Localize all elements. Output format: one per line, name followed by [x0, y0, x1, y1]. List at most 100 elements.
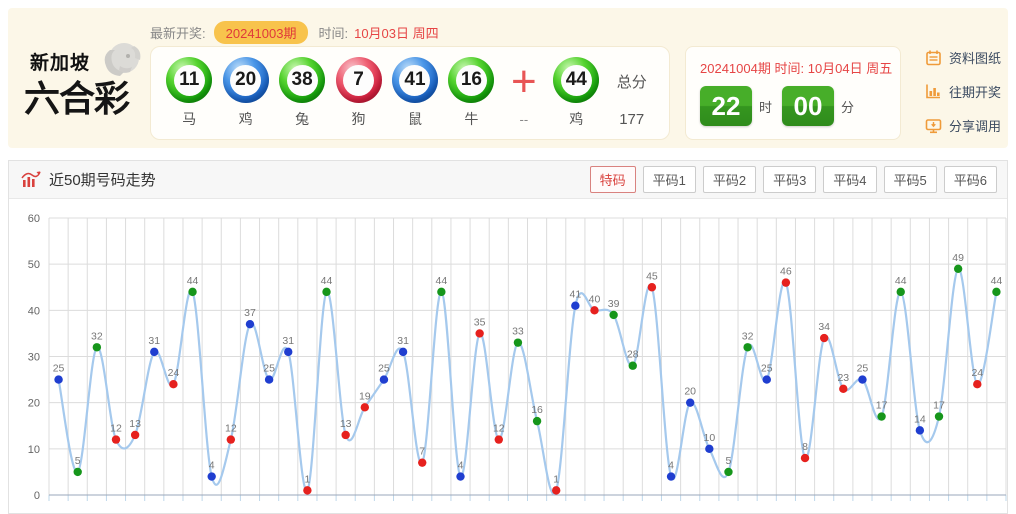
- data-point[interactable]: [724, 467, 733, 477]
- data-point[interactable]: [743, 343, 752, 352]
- data-point[interactable]: [130, 430, 140, 440]
- y-tick-label: 20: [28, 398, 40, 410]
- quick-links: 资料图纸 往期开奖 分享调用: [924, 46, 1001, 148]
- y-tick-label: 60: [28, 213, 40, 225]
- data-point[interactable]: [992, 287, 1001, 297]
- data-point[interactable]: [379, 375, 389, 384]
- data-point[interactable]: [953, 264, 963, 273]
- latest-date: 10月03日 周四: [354, 26, 439, 41]
- data-point[interactable]: [973, 380, 982, 389]
- data-point[interactable]: [685, 398, 695, 407]
- data-point[interactable]: [437, 287, 446, 297]
- data-point[interactable]: [207, 472, 216, 481]
- data-point[interactable]: [762, 375, 771, 384]
- tab-normal-3[interactable]: 平码3: [763, 166, 817, 193]
- latest-issue-badge: 20241003期: [213, 21, 309, 44]
- y-tick-label: 0: [34, 490, 40, 502]
- data-point[interactable]: [418, 458, 427, 467]
- data-point[interactable]: [245, 319, 255, 329]
- next-draw-panel: 20241004期 时间: 10月04日 周五 22 时 00 分: [685, 46, 901, 140]
- data-point[interactable]: [264, 375, 274, 384]
- plus-sub-label: --: [519, 111, 529, 127]
- data-point[interactable]: [590, 306, 599, 315]
- data-point[interactable]: [398, 347, 408, 357]
- data-point-label: 7: [419, 446, 425, 458]
- y-tick-label: 30: [28, 352, 40, 364]
- next-draw-info: 20241004期 时间: 10月04日 周五: [700, 58, 900, 77]
- data-point[interactable]: [494, 435, 503, 444]
- tab-normal-2[interactable]: 平码2: [702, 166, 757, 193]
- data-point-label: 17: [933, 400, 945, 412]
- data-point[interactable]: [552, 486, 561, 495]
- data-point[interactable]: [609, 310, 618, 320]
- data-point[interactable]: [341, 430, 350, 440]
- data-point[interactable]: [475, 329, 484, 338]
- data-point-label: 25: [263, 363, 275, 375]
- data-point-label: 8: [802, 441, 808, 453]
- data-point[interactable]: [360, 403, 370, 412]
- link-share-embed[interactable]: 分享调用: [924, 114, 1001, 136]
- data-point-label: 20: [684, 386, 696, 398]
- data-point[interactable]: [705, 444, 714, 454]
- data-point[interactable]: [284, 347, 293, 357]
- data-point-label: 23: [837, 372, 849, 384]
- data-point[interactable]: [226, 435, 236, 444]
- data-point[interactable]: [111, 435, 121, 444]
- data-point[interactable]: [896, 287, 905, 297]
- data-point-label: 12: [225, 423, 237, 435]
- data-point[interactable]: [150, 347, 159, 357]
- data-point[interactable]: [647, 283, 657, 292]
- data-point-label: 5: [726, 455, 732, 467]
- data-point-label: 12: [110, 423, 122, 435]
- data-point-label: 32: [91, 330, 103, 342]
- data-point[interactable]: [456, 472, 465, 481]
- data-point-label: 17: [876, 400, 888, 412]
- data-point-label: 33: [512, 326, 524, 338]
- data-point[interactable]: [819, 333, 829, 343]
- data-point[interactable]: [54, 375, 63, 384]
- data-point[interactable]: [915, 426, 925, 435]
- tab-normal-1[interactable]: 平码1: [642, 166, 696, 193]
- data-point[interactable]: [666, 472, 676, 481]
- ball-slot-3: 38 兔: [276, 57, 328, 129]
- data-point[interactable]: [532, 416, 542, 426]
- link-label: 资料图纸: [949, 50, 1002, 66]
- data-point-label: 13: [129, 418, 141, 430]
- data-point[interactable]: [877, 412, 886, 421]
- data-point[interactable]: [169, 380, 178, 389]
- ball-slot-1: 11 马: [163, 57, 215, 129]
- data-point[interactable]: [188, 287, 197, 297]
- tab-normal-5[interactable]: 平码5: [883, 166, 937, 193]
- data-point[interactable]: [800, 453, 810, 463]
- chart-header: 近50期号码走势 特码 平码1 平码2 平码3 平码4 平码5 平码6: [9, 161, 1007, 199]
- data-point[interactable]: [858, 375, 867, 384]
- data-point-label: 41: [570, 289, 582, 301]
- data-point[interactable]: [839, 384, 848, 394]
- data-point[interactable]: [781, 278, 791, 287]
- data-point[interactable]: [571, 301, 580, 310]
- data-point[interactable]: [303, 486, 312, 495]
- data-point-label: 13: [340, 418, 352, 430]
- lottery-ball: 11: [166, 57, 213, 103]
- data-point-label: 24: [168, 367, 180, 379]
- y-tick-label: 40: [28, 305, 40, 317]
- data-point[interactable]: [934, 412, 944, 421]
- data-point-label: 31: [397, 335, 409, 347]
- data-point[interactable]: [322, 287, 331, 297]
- y-tick-label: 50: [28, 259, 40, 271]
- total-label: 总分: [616, 74, 647, 91]
- tab-normal-6[interactable]: 平码6: [943, 166, 997, 193]
- tab-normal-4[interactable]: 平码4: [823, 166, 877, 193]
- chart-tabs: 特码 平码1 平码2 平码3 平码4 平码5 平码6: [583, 166, 997, 193]
- tab-special-number[interactable]: 特码: [589, 166, 636, 193]
- data-point[interactable]: [92, 343, 102, 352]
- data-point[interactable]: [628, 361, 637, 370]
- link-past-results[interactable]: 往期开奖: [924, 80, 1001, 102]
- countdown-hours: 22: [700, 86, 752, 126]
- link-data-charts[interactable]: 资料图纸: [924, 46, 1001, 68]
- lottery-ball: 7: [335, 57, 382, 103]
- lottery-ball: 20: [222, 57, 269, 103]
- data-point[interactable]: [73, 467, 82, 477]
- data-point[interactable]: [513, 338, 523, 347]
